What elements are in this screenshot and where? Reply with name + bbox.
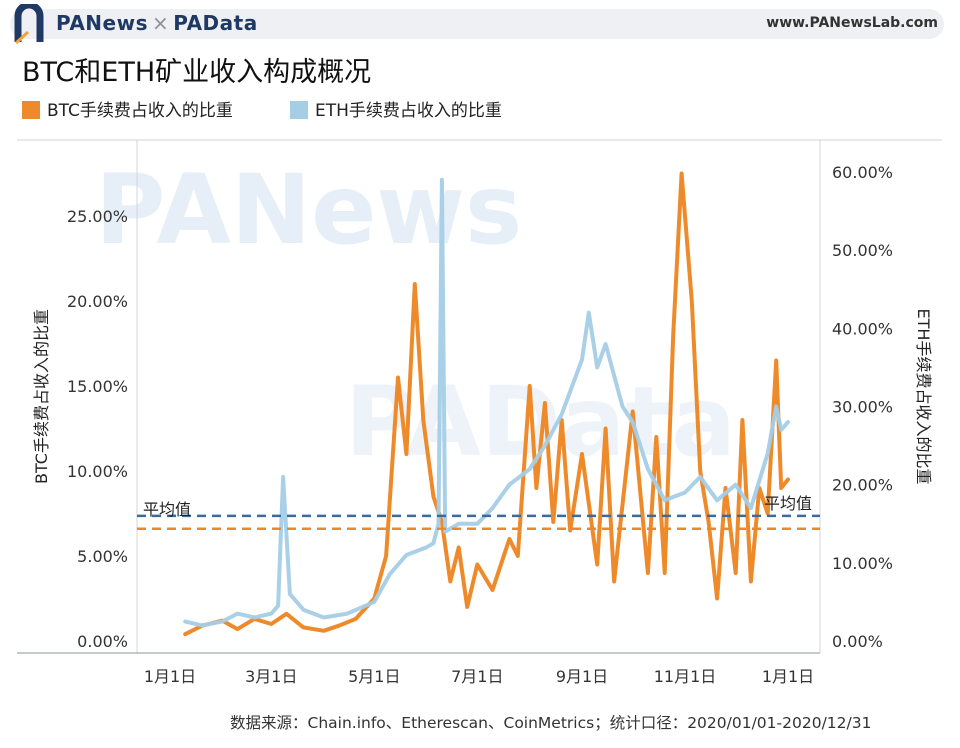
brand-padata: PAData: [173, 11, 258, 35]
legend-swatch-btc: [22, 101, 40, 119]
x-tick-label: 11月1日: [654, 667, 717, 686]
legend-item-eth: ETH手续费占收入的比重: [290, 96, 502, 121]
y-left-tick-label: 20.00%: [67, 292, 128, 311]
x-tick-label: 7月1日: [451, 667, 503, 686]
chart-title: BTC和ETH矿业收入构成概况: [22, 57, 372, 88]
y-right-tick-label: 50.00%: [832, 241, 893, 260]
header-bar: [10, 9, 944, 39]
panews-logo-icon: [14, 4, 44, 44]
y-left-tick-label: 15.00%: [67, 377, 128, 396]
source-note: 数据来源：Chain.info、Etherescan、CoinMetrics；统…: [230, 714, 872, 732]
x-tick-label: 5月1日: [348, 667, 400, 686]
y-left-tick-label: 10.00%: [67, 462, 128, 481]
y-left-axis-title: BTC手续费占收入的比重: [32, 309, 51, 484]
y-right-tick-label: 60.00%: [832, 163, 893, 182]
x-tick-label: 1月1日: [762, 667, 814, 686]
y-right-tick-label: 10.00%: [832, 554, 893, 573]
site-url: www.PANewsLab.com: [766, 15, 938, 31]
y-right-tick-label: 20.00%: [832, 476, 893, 495]
x-tick-label: 3月1日: [245, 667, 297, 686]
y-left-tick-label: 0.00%: [77, 632, 128, 651]
legend-label-btc: BTC手续费占收入的比重: [47, 101, 233, 121]
series-btc-line: [183, 171, 790, 637]
watermark-panews: PANews: [95, 154, 522, 266]
legend-item-btc: BTC手续费占收入的比重: [22, 96, 233, 121]
brand-panews: PANews: [56, 11, 148, 35]
x-tick-label: 1月1日: [144, 667, 196, 686]
legend-label-eth: ETH手续费占收入的比重: [315, 101, 502, 121]
btc-average-label: 平均值: [143, 500, 191, 519]
legend-swatch-eth: [290, 101, 308, 119]
x-tick-label: 9月1日: [556, 667, 608, 686]
brand-separator: ×: [151, 11, 170, 35]
y-right-tick-label: 40.00%: [832, 319, 893, 338]
y-right-tick-label: 30.00%: [832, 398, 893, 417]
y-right-axis-title: ETH手续费占收入的比重: [914, 309, 933, 485]
y-left-tick-label: 5.00%: [77, 547, 128, 566]
eth-average-label: 平均值: [764, 494, 812, 513]
y-right-tick-label: 0.00%: [832, 632, 883, 651]
y-left-tick-label: 25.00%: [67, 207, 128, 226]
brand-text: PANews × PAData: [56, 11, 258, 35]
